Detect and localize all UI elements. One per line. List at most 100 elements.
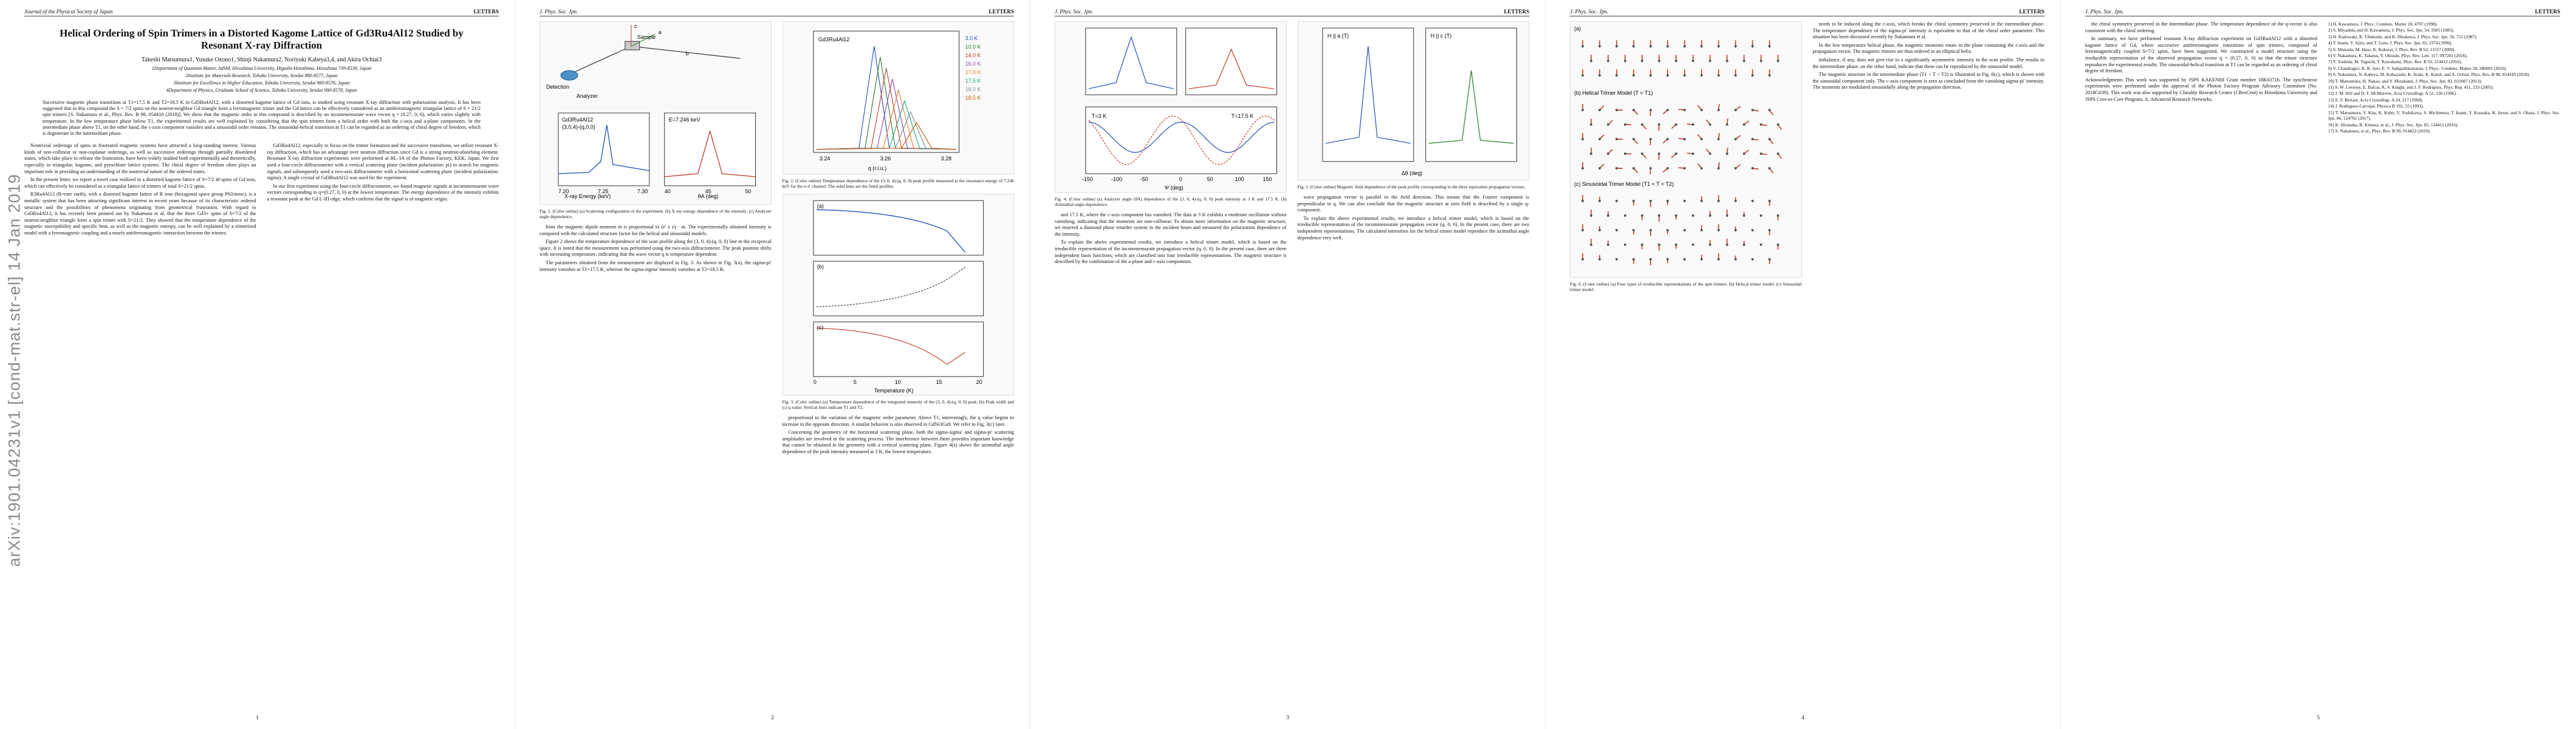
affiliation: 4Department of Physics, Graduate School … [166, 87, 357, 93]
gd-site [1606, 152, 1609, 155]
gd-site [1759, 214, 1762, 217]
gd-site [1708, 214, 1711, 217]
gd-site [1581, 138, 1584, 141]
gd-site [1640, 123, 1643, 126]
fig2-series-line [816, 122, 956, 150]
figure-1: Detection Analyzer Sample a b c Gd3Ru4Al… [540, 21, 772, 205]
gd-site [1683, 199, 1686, 202]
gd-site [1649, 45, 1652, 48]
gd-site [1734, 166, 1737, 169]
figure-5-plot: H || a (T) H || c (T) Δθ (deg) [1321, 27, 1517, 176]
gd-site [1623, 152, 1626, 155]
fig2-tick: 3.24 [819, 156, 829, 162]
gd-site [1581, 228, 1584, 231]
fig4-label-175k: T=17.5 K [1231, 113, 1254, 119]
page-2: J. Phys. Soc. Jpn. LETTERS Detection Ana… [515, 0, 1030, 729]
fig2-legend-item: 17.5 K [965, 78, 981, 84]
gd-site [1640, 243, 1643, 246]
affiliation: 3Institute for Excellence in Higher Educ… [173, 80, 350, 86]
figure-3-caption: Fig. 3. (Color online) (a) Temperature d… [782, 399, 1015, 410]
fig1-label-sample: Sample [637, 34, 656, 40]
gd-site [1734, 228, 1737, 231]
gd-site [1589, 60, 1592, 63]
gd-site [1623, 243, 1626, 246]
figure-3-plot: (a) (b) (c) 0 5 10 15 20 Temperature (K) [812, 200, 984, 394]
fig4-tick: -100 [1111, 176, 1122, 182]
gd-site [1632, 166, 1635, 169]
gd-site [1717, 74, 1720, 77]
gd-site [1700, 45, 1703, 48]
gd-site [1742, 123, 1745, 126]
reference-item: 15) T. Matsumura, Y. Kita, K. Kubo, Y. Y… [2328, 109, 2560, 122]
section-label: LETTERS [2019, 9, 2044, 15]
gd-site [1598, 45, 1601, 48]
gd-site [1717, 45, 1720, 48]
gd-site [1751, 74, 1754, 77]
journal-name: J. Phys. Soc. Jpn. [2085, 9, 2124, 15]
fig2-title: Gd3Ru4Al12 [818, 36, 849, 43]
column-right: needs to be induced along the c-axis, wh… [1813, 21, 2045, 297]
fig6-panel-c: (c) Sinusoidal Trimer Model (T1 < T < T2… [1574, 181, 1674, 187]
fig6-panel-a: (a) [1574, 26, 1581, 32]
gd-site [1759, 152, 1762, 155]
gd-site [1725, 123, 1728, 126]
gd-site [1768, 109, 1771, 112]
fig2-legend-item: 17.0 K [965, 69, 981, 75]
column-left: the chiral symmetry preserved in the int… [2085, 21, 2317, 134]
figure-1-diagram: Detection Analyzer Sample a b c Gd3Ru4Al… [546, 23, 756, 199]
fig4-tick: 150 [1263, 176, 1272, 182]
gd-site [1666, 228, 1669, 231]
gd-site [1632, 138, 1635, 141]
fig1b-tick: 7.20 [558, 188, 569, 194]
gd-site [1768, 138, 1771, 141]
gd-site [1776, 123, 1780, 126]
abstract: Successive magnetic phase transitions at… [43, 100, 481, 137]
fig2-legend-item: 3.0 K [965, 35, 978, 41]
gd-site [1776, 152, 1780, 155]
gd-site [1700, 74, 1703, 77]
fig1c-title: E=7.246 keV [669, 117, 701, 123]
gd-site [1725, 152, 1728, 155]
fig5-label-c: H || c (T) [1430, 33, 1451, 39]
page-3: J. Phys. Soc. Jpn. LETTERS T=3 K T=17.5 … [1030, 0, 1546, 729]
fig4-tick: 50 [1207, 176, 1213, 182]
gd-site [1708, 243, 1711, 246]
gd-site [1615, 138, 1618, 141]
fig4-tick: -150 [1082, 176, 1093, 182]
figure-5: H || a (T) H || c (T) Δθ (deg) [1297, 21, 1529, 180]
gd-site [1649, 199, 1652, 202]
gd-site [1615, 74, 1618, 77]
gd-site [1759, 243, 1762, 246]
gd-site [1700, 109, 1703, 112]
page-4: J. Phys. Soc. Jpn. LETTERS (a) (b) Helic… [1546, 0, 2061, 729]
reference-item: 16) K. Hiranaka, R. Kimura, et al., J. P… [2328, 122, 2459, 128]
fig1-label-a: a [659, 29, 662, 35]
gd-site [1776, 60, 1780, 63]
gd-site [1666, 166, 1669, 169]
gd-site [1581, 74, 1584, 77]
gd-site [1581, 166, 1584, 169]
fig2-tick: 3.28 [940, 156, 951, 162]
fig2-legend-item: 18.5 K [965, 95, 981, 101]
gd-site [1751, 109, 1754, 112]
figure-6-caption: Fig. 6. (Color online) (a) Four types of… [1570, 281, 1802, 292]
gd-site [1683, 166, 1686, 169]
paragraph: In the present letter, we report a novel… [24, 177, 256, 189]
page-header: J. Phys. Soc. Jpn. LETTERS [1570, 9, 2044, 16]
fig3-tick: 20 [976, 379, 982, 385]
gd-site [1581, 45, 1584, 48]
gd-site [1623, 123, 1626, 126]
page-number: 1 [256, 714, 259, 720]
gd-site [1683, 45, 1686, 48]
fig3-panel-a: (a) [817, 203, 823, 209]
figure-6: (a) (b) Helical Trimer Model (T < T1) (c… [1570, 21, 1802, 278]
gd-site [1666, 138, 1669, 141]
section-label: LETTERS [988, 9, 1014, 15]
gd-site [1691, 243, 1694, 246]
page-header: J. Phys. Soc. Jpn. LETTERS [1055, 9, 1529, 16]
gd-site [1700, 166, 1703, 169]
gd-site [1734, 74, 1737, 77]
gd-site [1589, 152, 1592, 155]
fig3-xlabel: Temperature (K) [874, 388, 913, 394]
gd-site [1759, 123, 1762, 126]
